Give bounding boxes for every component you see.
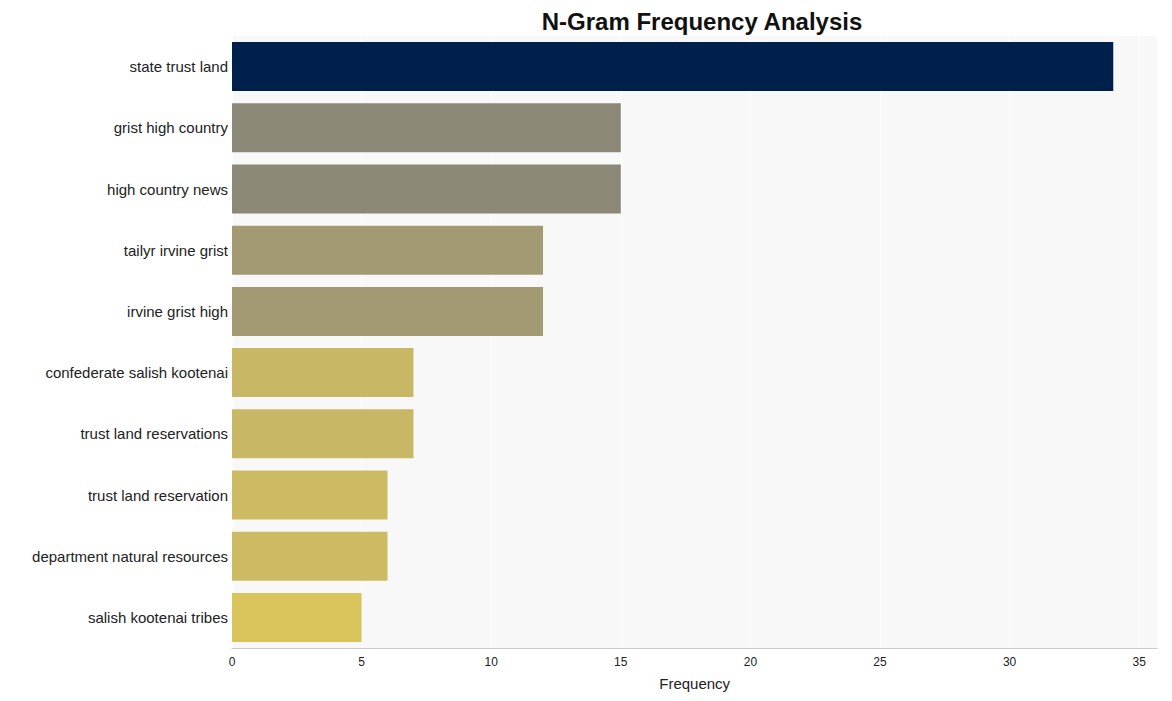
svg-text:trust land reservations: trust land reservations: [80, 425, 228, 442]
svg-text:30: 30: [1003, 655, 1017, 669]
svg-text:tailyr irvine grist: tailyr irvine grist: [124, 242, 229, 259]
svg-text:grist high country: grist high country: [114, 119, 229, 136]
svg-text:trust land reservation: trust land reservation: [88, 487, 228, 504]
svg-text:state trust land: state trust land: [130, 58, 228, 75]
svg-text:high country news: high country news: [107, 181, 228, 198]
svg-text:Frequency: Frequency: [659, 675, 730, 692]
svg-text:irvine grist high: irvine grist high: [127, 303, 228, 320]
svg-text:25: 25: [873, 655, 887, 669]
svg-text:0: 0: [229, 655, 236, 669]
svg-text:15: 15: [614, 655, 628, 669]
svg-text:confederate salish kootenai: confederate salish kootenai: [45, 364, 228, 381]
svg-text:35: 35: [1132, 655, 1146, 669]
svg-text:N-Gram Frequency Analysis: N-Gram Frequency Analysis: [542, 8, 863, 35]
svg-text:salish kootenai tribes: salish kootenai tribes: [88, 609, 228, 626]
svg-text:10: 10: [485, 655, 499, 669]
svg-text:20: 20: [744, 655, 758, 669]
svg-text:5: 5: [358, 655, 365, 669]
svg-text:department natural resources: department natural resources: [32, 548, 228, 565]
